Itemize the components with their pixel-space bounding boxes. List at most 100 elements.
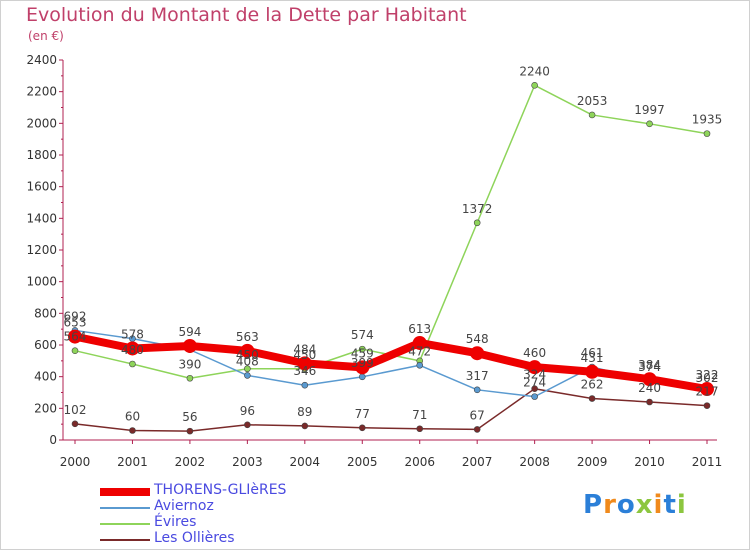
chart-title: Evolution du Montant de la Dette par Hab… — [26, 4, 467, 26]
logo-letter: i — [676, 490, 687, 520]
series-line-aviernoz — [74, 329, 708, 398]
data-label: 374 — [638, 360, 661, 374]
data-label: 613 — [408, 322, 431, 336]
data-label: 274 — [523, 376, 546, 390]
data-point-thorens-gli-res — [125, 341, 140, 356]
legend-label: Aviernoz — [154, 498, 214, 514]
data-label: 461 — [581, 346, 604, 360]
data-label: 450 — [293, 348, 316, 362]
y-tick-label: 2400 — [26, 53, 57, 67]
legend-swatch — [100, 539, 150, 541]
logo-letter: r — [603, 490, 617, 520]
data-point-les-olli-res — [186, 427, 194, 435]
data-point-thorens-gli-res — [585, 364, 600, 379]
data-label: 390 — [178, 357, 201, 371]
x-tick-label: 2002 — [175, 455, 206, 469]
data-point--vires — [646, 120, 653, 128]
data-point--vires — [244, 365, 251, 373]
data-point-thorens-gli-res — [240, 343, 255, 358]
proxiti-logo: Proxiti — [583, 490, 687, 520]
data-label: 653 — [64, 316, 87, 330]
data-point--vires — [588, 111, 596, 119]
data-point-thorens-gli-res — [642, 372, 657, 387]
y-tick-label: 400 — [34, 370, 57, 384]
data-label: 96 — [240, 404, 255, 418]
data-point-thorens-gli-res — [470, 346, 485, 361]
x-tick-label: 2005 — [347, 455, 378, 469]
y-tick-label: 800 — [34, 306, 57, 320]
data-point-thorens-gli-res — [297, 356, 312, 371]
data-point-les-olli-res — [416, 425, 424, 433]
x-tick-label: 2007 — [462, 455, 493, 469]
legend-item: Évires — [100, 514, 360, 532]
data-point-thorens-gli-res — [182, 338, 197, 353]
data-label: 2053 — [577, 94, 608, 108]
logo-letter: P — [583, 490, 604, 520]
x-tick-label: 2000 — [60, 455, 91, 469]
legend-swatch — [100, 523, 150, 525]
series-line-thorens-gli-res — [71, 332, 711, 394]
data-point--vires — [703, 130, 711, 137]
series-line-les-olli-res — [74, 387, 708, 432]
data-label: 262 — [581, 378, 604, 392]
data-label: 548 — [466, 332, 489, 346]
x-tick-label: 2004 — [290, 455, 321, 469]
data-point-thorens-gli-res — [700, 382, 714, 397]
data-label: 564 — [64, 330, 87, 344]
x-tick-label: 2006 — [404, 455, 435, 469]
chart-unit-subtitle: (en €) — [28, 29, 64, 43]
data-point--vires — [531, 82, 538, 89]
x-tick-label: 2009 — [577, 455, 608, 469]
data-point--vires — [473, 219, 481, 227]
data-point-les-olli-res — [703, 402, 711, 409]
legend-item: Aviernoz — [100, 498, 360, 516]
data-point-les-olli-res — [358, 424, 366, 432]
data-label: 399 — [351, 356, 374, 370]
data-label: 346 — [293, 364, 316, 378]
data-label: 578 — [121, 327, 144, 341]
data-label: 563 — [236, 330, 259, 344]
data-label: 317 — [466, 369, 489, 383]
data-label: 71 — [412, 408, 427, 422]
data-point-les-olli-res — [473, 426, 481, 433]
y-tick-label: 1000 — [26, 275, 57, 289]
y-tick-label: 600 — [34, 338, 57, 352]
data-point-aviernoz — [244, 372, 251, 379]
data-label: 1997 — [634, 103, 665, 117]
logo-letter: t — [663, 490, 677, 520]
data-label: 56 — [182, 410, 197, 424]
data-point-thorens-gli-res — [412, 335, 427, 350]
data-label: 89 — [297, 405, 312, 419]
data-label: 322 — [696, 368, 719, 382]
legend-label: Les Ollières — [154, 530, 235, 546]
data-label: 67 — [470, 408, 485, 422]
data-point--vires — [71, 347, 79, 355]
data-label: 450 — [236, 348, 259, 362]
data-point-les-olli-res — [129, 427, 136, 434]
y-tick-label: 1800 — [26, 148, 57, 162]
x-tick-label: 2001 — [117, 455, 148, 469]
data-point--vires — [358, 345, 366, 353]
legend-swatch — [100, 507, 150, 509]
data-label: 484 — [293, 342, 316, 356]
data-point-aviernoz — [531, 393, 538, 400]
logo-letter: x — [635, 490, 654, 520]
data-label: 240 — [638, 381, 661, 395]
data-point-thorens-gli-res — [355, 360, 370, 375]
data-point-aviernoz — [416, 361, 424, 369]
data-label: 594 — [178, 325, 201, 339]
y-tick-label: 2000 — [26, 116, 57, 130]
y-tick-label: 0 — [49, 433, 57, 447]
data-point-thorens-gli-res — [68, 329, 82, 344]
data-label: 472 — [408, 344, 431, 358]
data-label: 459 — [351, 346, 374, 360]
logo-letter: i — [653, 490, 664, 520]
y-tick-label: 1200 — [26, 243, 57, 257]
legend-label: THORENS-GLIèRES — [154, 482, 287, 498]
data-point-aviernoz — [473, 386, 481, 394]
data-label: 302 — [696, 371, 719, 385]
data-point-les-olli-res — [588, 395, 596, 402]
data-label: 1935 — [692, 113, 723, 127]
y-tick-label: 1400 — [26, 211, 57, 225]
